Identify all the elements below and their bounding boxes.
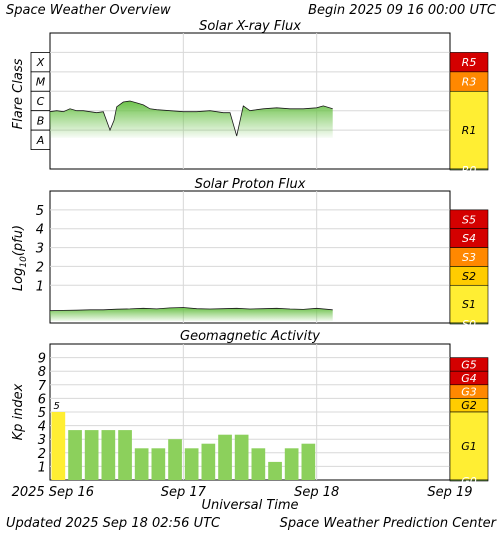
kp-ytick-7: 7 <box>38 379 47 394</box>
xray-class-label-a: A <box>36 134 45 147</box>
xray-class-label-c: C <box>37 95 45 108</box>
kp-ytick-1: 1 <box>38 460 46 475</box>
kp-ytick-6: 6 <box>38 392 46 407</box>
kp-ytick-9: 9 <box>38 352 46 367</box>
xray-scale-label-r1: R1 <box>462 124 477 137</box>
proton-radiation-storm-scale: S5 S4 S3 S2 S1 S0 <box>449 209 489 331</box>
kp-scale-band-g0 <box>449 479 489 482</box>
proton-scale-label-s2: S2 <box>462 270 476 283</box>
kp-ytick-3: 3 <box>38 433 46 448</box>
geomag-title: Geomagnetic Activity <box>180 329 320 344</box>
proton-scale-band-s0 <box>449 322 489 325</box>
xray-gridlines <box>50 33 450 169</box>
proton-scale-band-s1 <box>449 284 489 324</box>
kp-bar <box>284 448 299 480</box>
kp-scale-band-g1 <box>449 411 489 481</box>
xray-plot-frame <box>49 32 451 170</box>
proton-flux-area <box>50 307 333 322</box>
xray-class-label-m: M <box>36 76 46 89</box>
kp-scale-label-g3: G3 <box>461 386 477 399</box>
proton-ylabel-main: Log <box>11 268 26 291</box>
proton-ytick-2: 2 <box>36 260 44 275</box>
kp-bar <box>251 448 266 480</box>
kp-bar <box>51 412 66 480</box>
kp-scale-label-g2: G2 <box>461 399 477 412</box>
xray-plot <box>49 32 451 170</box>
kp-bar <box>301 443 316 480</box>
xray-scale-label-r0: R0 <box>462 164 477 177</box>
xray-ylabel: Flare Class <box>11 58 26 129</box>
kp-bar <box>84 430 99 480</box>
kp-bar <box>134 448 149 480</box>
xray-title: Solar X-ray Flux <box>199 19 301 34</box>
kp-bar-label: 5 <box>54 401 60 412</box>
xray-scale-band-r1 <box>449 90 489 170</box>
kp-bar <box>68 430 82 480</box>
geomag-ylabel: Kp index <box>11 383 26 440</box>
time-tick-label: 2025 Sep 16 <box>12 485 94 500</box>
proton-plot <box>49 190 451 324</box>
xray-flux-line <box>49 100 333 137</box>
kp-bar <box>234 434 249 480</box>
prediction-center: Space Weather Prediction Center <box>280 516 498 531</box>
proton-title: Solar Proton Flux <box>195 177 306 192</box>
kp-bar <box>184 448 199 480</box>
proton-scale-label-s1: S1 <box>462 298 476 311</box>
kp-ytick-8: 8 <box>38 365 46 380</box>
proton-gridlines <box>50 191 450 323</box>
time-axis-title: Universal Time <box>201 498 298 513</box>
proton-ylabel: Log10(pfu) <box>11 225 29 291</box>
kp-scale-label-g0: G0 <box>461 475 477 488</box>
proton-scale-label-s4: S4 <box>462 232 476 245</box>
time-tick-label: Sep 18 <box>294 485 339 500</box>
kp-scale-label-g4: G4 <box>461 372 477 385</box>
kp-ytick-2: 2 <box>38 447 46 462</box>
kp-ytick-5: 5 <box>38 406 46 421</box>
time-tick-label: Sep 19 <box>427 485 472 500</box>
proton-ytick-4: 4 <box>36 223 44 238</box>
time-tick-label: Sep 17 <box>161 485 207 500</box>
xray-class-label-x: X <box>36 56 45 69</box>
kp-bar <box>268 461 282 480</box>
proton-flux-line <box>49 307 333 312</box>
proton-scale-label-s3: S3 <box>462 251 476 264</box>
geomag-plot: 5 <box>49 343 451 481</box>
xray-scale-label-r3: R3 <box>462 76 477 89</box>
proton-plot-frame <box>49 190 451 324</box>
kp-bar <box>151 448 166 480</box>
xray-scale-label-r5: R5 <box>462 56 477 69</box>
proton-ylabel-sub: 10 <box>19 256 29 268</box>
kp-gridlines <box>50 344 450 480</box>
updated-time: Updated 2025 Sep 18 02:56 UTC <box>6 516 221 531</box>
overview-title: Space Weather Overview <box>6 3 171 18</box>
proton-scale-label-s0: S0 <box>462 318 476 331</box>
kp-bar <box>201 443 216 480</box>
proton-scale-label-s5: S5 <box>462 213 476 226</box>
kp-bars: 5 <box>51 401 316 480</box>
xray-class-label-b: B <box>37 114 45 127</box>
xray-flux-area <box>50 101 333 138</box>
kp-scale-label-g1: G1 <box>461 440 477 453</box>
proton-yticks: 1 2 3 4 5 <box>36 204 44 294</box>
kp-scale-label-g5: G5 <box>461 358 477 371</box>
proton-ylabel-rest: (pfu) <box>11 225 26 256</box>
kp-bar <box>168 439 182 480</box>
proton-ytick-5: 5 <box>36 204 44 219</box>
proton-ytick-1: 1 <box>36 279 44 294</box>
kp-bar <box>101 430 116 480</box>
kp-bar <box>218 434 232 480</box>
xray-radio-blackout-scale: R5 R3 R1 R0 <box>449 52 489 177</box>
begin-time: Begin 2025 09 16 00:00 UTC <box>308 3 497 18</box>
time-axis-ticks: 2025 Sep 16 Sep 17 Sep 18 Sep 19 <box>12 485 473 500</box>
xray-scale-band-r0 <box>449 168 489 171</box>
kp-bar <box>118 430 132 480</box>
proton-ytick-3: 3 <box>36 242 44 257</box>
kp-ytick-4: 4 <box>38 420 46 435</box>
